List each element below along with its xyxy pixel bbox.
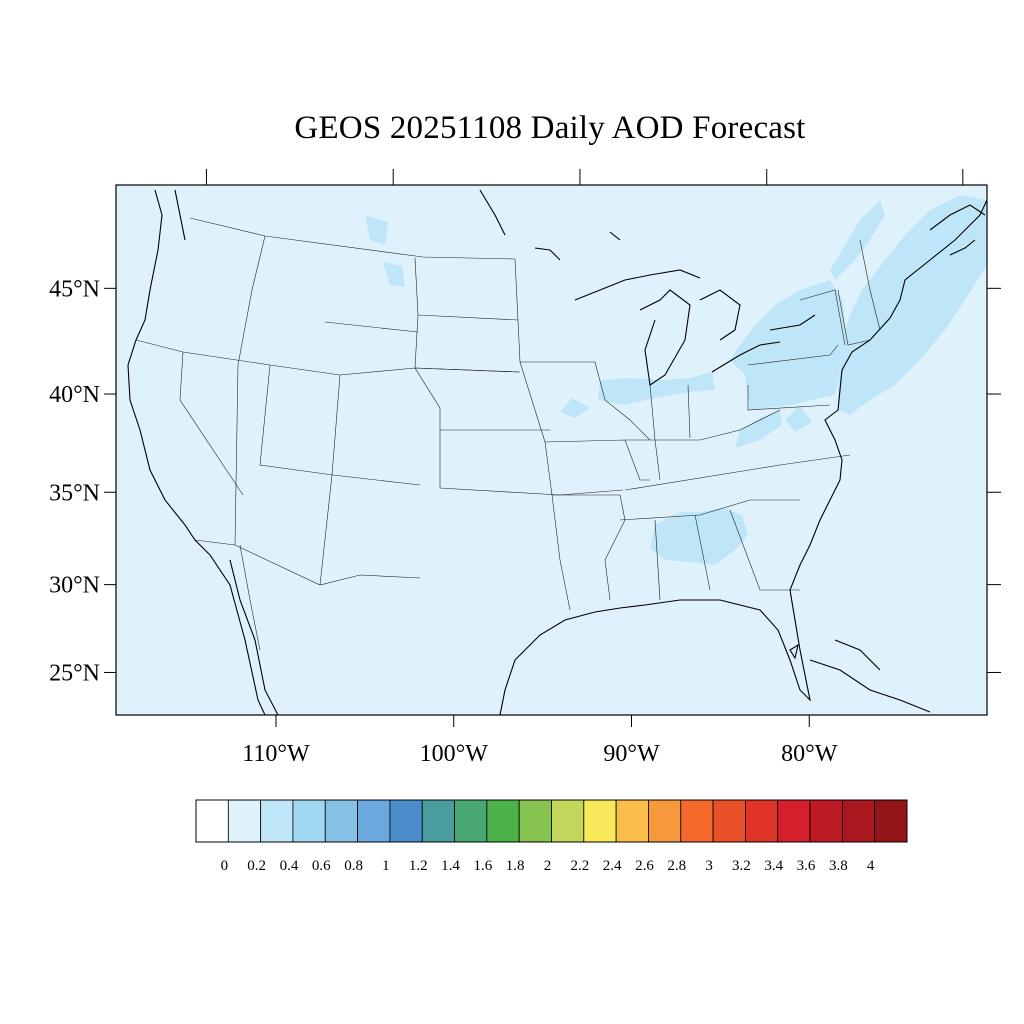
- colorbar-tick-label: 3.4: [764, 858, 783, 874]
- state-boundaries: [135, 217, 881, 651]
- lon-tick-label: 90°W: [603, 741, 660, 767]
- colorbar-swatch: [809, 799, 843, 843]
- colorbar-swatch: [486, 799, 520, 843]
- lon-tick-label: 100°W: [420, 741, 489, 767]
- aod-plume-northeast: [730, 280, 845, 410]
- latitude-labels: 45°N 40°N 35°N 30°N 25°N: [49, 276, 100, 686]
- colorbar-tick-label: 0.6: [312, 858, 331, 874]
- frame-ticks: [104, 169, 1001, 727]
- lat-tick-label: 45°N: [49, 276, 100, 302]
- colorbar-tick-label: 0.4: [280, 858, 299, 874]
- colorbar-tick-label: 1.4: [441, 858, 460, 874]
- aod-plume-north-dakota: [365, 215, 388, 245]
- lon-tick-label: 80°W: [781, 741, 838, 767]
- colorbar-swatch: [389, 799, 423, 843]
- aod-plume-ohio-valley: [598, 372, 715, 405]
- colorbar-swatch: [777, 799, 811, 843]
- colorbar-tick-label: 3.6: [797, 858, 816, 874]
- coastlines: [127, 189, 987, 715]
- aod-plume-mid-atlantic: [785, 405, 812, 432]
- colorbar-tick-label: 1: [382, 858, 390, 874]
- lon-tick-label: 110°W: [242, 741, 310, 767]
- map-background: [116, 185, 987, 715]
- aod-plume-gulf: [560, 398, 590, 418]
- colorbar-swatch: [324, 799, 358, 843]
- aod-plume-kentucky: [735, 410, 782, 448]
- colorbar-tick-label: 2.8: [667, 858, 686, 874]
- colorbar-swatch: [615, 799, 649, 843]
- lat-tick-label: 35°N: [49, 480, 100, 506]
- colorbar-tick-label: 2.2: [570, 858, 589, 874]
- lat-tick-label: 40°N: [49, 382, 100, 408]
- map-title: GEOS 20251108 Daily AOD Forecast: [294, 110, 806, 146]
- colorbar-swatch: [195, 799, 229, 843]
- colorbar-swatch: [357, 799, 391, 843]
- colorbar-tick-label: 2.4: [603, 858, 622, 874]
- colorbar-labels: 0 0.2 0.4 0.6 0.8 1 1.2 1.4 1.6 1.8 2 2.2 2.4 2.6 2.8 3…: [221, 858, 875, 874]
- colorbar-swatch: [454, 799, 488, 843]
- lat-tick-label: 30°N: [49, 573, 100, 599]
- colorbar-swatch: [551, 799, 585, 843]
- aod-plume-quebec: [830, 200, 885, 280]
- aod-plume-atlantic: [838, 195, 987, 415]
- lat-tick-label: 25°N: [49, 660, 100, 686]
- colorbar-swatch: [583, 799, 617, 843]
- colorbar-tick-label: 3: [705, 858, 713, 874]
- colorbar-swatch: [745, 799, 779, 843]
- colorbar-swatch: [874, 799, 908, 843]
- colorbar-swatch: [292, 799, 326, 843]
- colorbar-tick-label: 2.6: [635, 858, 654, 874]
- colorbar-swatch: [518, 799, 552, 843]
- colorbar-tick-label: 3.2: [732, 858, 751, 874]
- colorbar-swatch: [680, 799, 714, 843]
- colorbar-tick-label: 0.2: [247, 858, 266, 874]
- colorbar-tick-label: 4: [867, 858, 875, 874]
- colorbar-swatch: [260, 799, 294, 843]
- colorbar: [195, 799, 908, 843]
- map-frame: [115, 184, 988, 716]
- colorbar-tick-label: 2: [544, 858, 552, 874]
- longitude-labels: 110°W 100°W 90°W 80°W: [242, 741, 837, 767]
- colorbar-swatch: [712, 799, 746, 843]
- colorbar-tick-label: 1.2: [409, 858, 428, 874]
- colorbar-frame: [195, 799, 908, 843]
- aod-plume-montana: [383, 262, 405, 287]
- colorbar-tick-label: 1.8: [506, 858, 525, 874]
- colorbar-swatch: [648, 799, 682, 843]
- aod-field-layer: [365, 195, 987, 565]
- colorbar-tick-label: 0.8: [344, 858, 363, 874]
- colorbar-swatch: [421, 799, 455, 843]
- colorbar-swatch: [227, 799, 262, 843]
- colorbar-tick-label: 3.8: [829, 858, 848, 874]
- colorbar-tick-label: 1.6: [473, 858, 492, 874]
- colorbar-tick-label: 0: [221, 858, 229, 874]
- colorbar-swatch: [841, 799, 876, 843]
